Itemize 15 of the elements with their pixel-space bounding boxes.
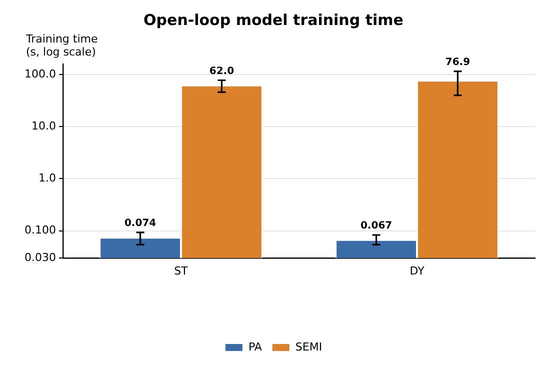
data-label: 62.0: [209, 66, 234, 77]
data-label: 76.9: [445, 56, 470, 68]
y-tick-label: 10.0: [32, 120, 56, 133]
y-tick-label: 0.100: [24, 224, 56, 237]
legend-label: SEMI: [295, 340, 322, 354]
y-tick-label: 1.0: [38, 172, 56, 185]
x-tick-label: DY: [410, 264, 425, 278]
y-axis-title: Training time (s, log scale): [25, 32, 98, 58]
chart-title: Open-loop model training time: [144, 10, 404, 29]
data-label: 0.067: [360, 220, 392, 232]
y-tick-label: 0.030: [24, 250, 56, 264]
y-tick-label: 100.0: [24, 67, 56, 80]
legend-label: PA: [248, 340, 262, 354]
x-tick-label: ST: [174, 264, 188, 278]
data-label: 0.074: [124, 218, 156, 230]
